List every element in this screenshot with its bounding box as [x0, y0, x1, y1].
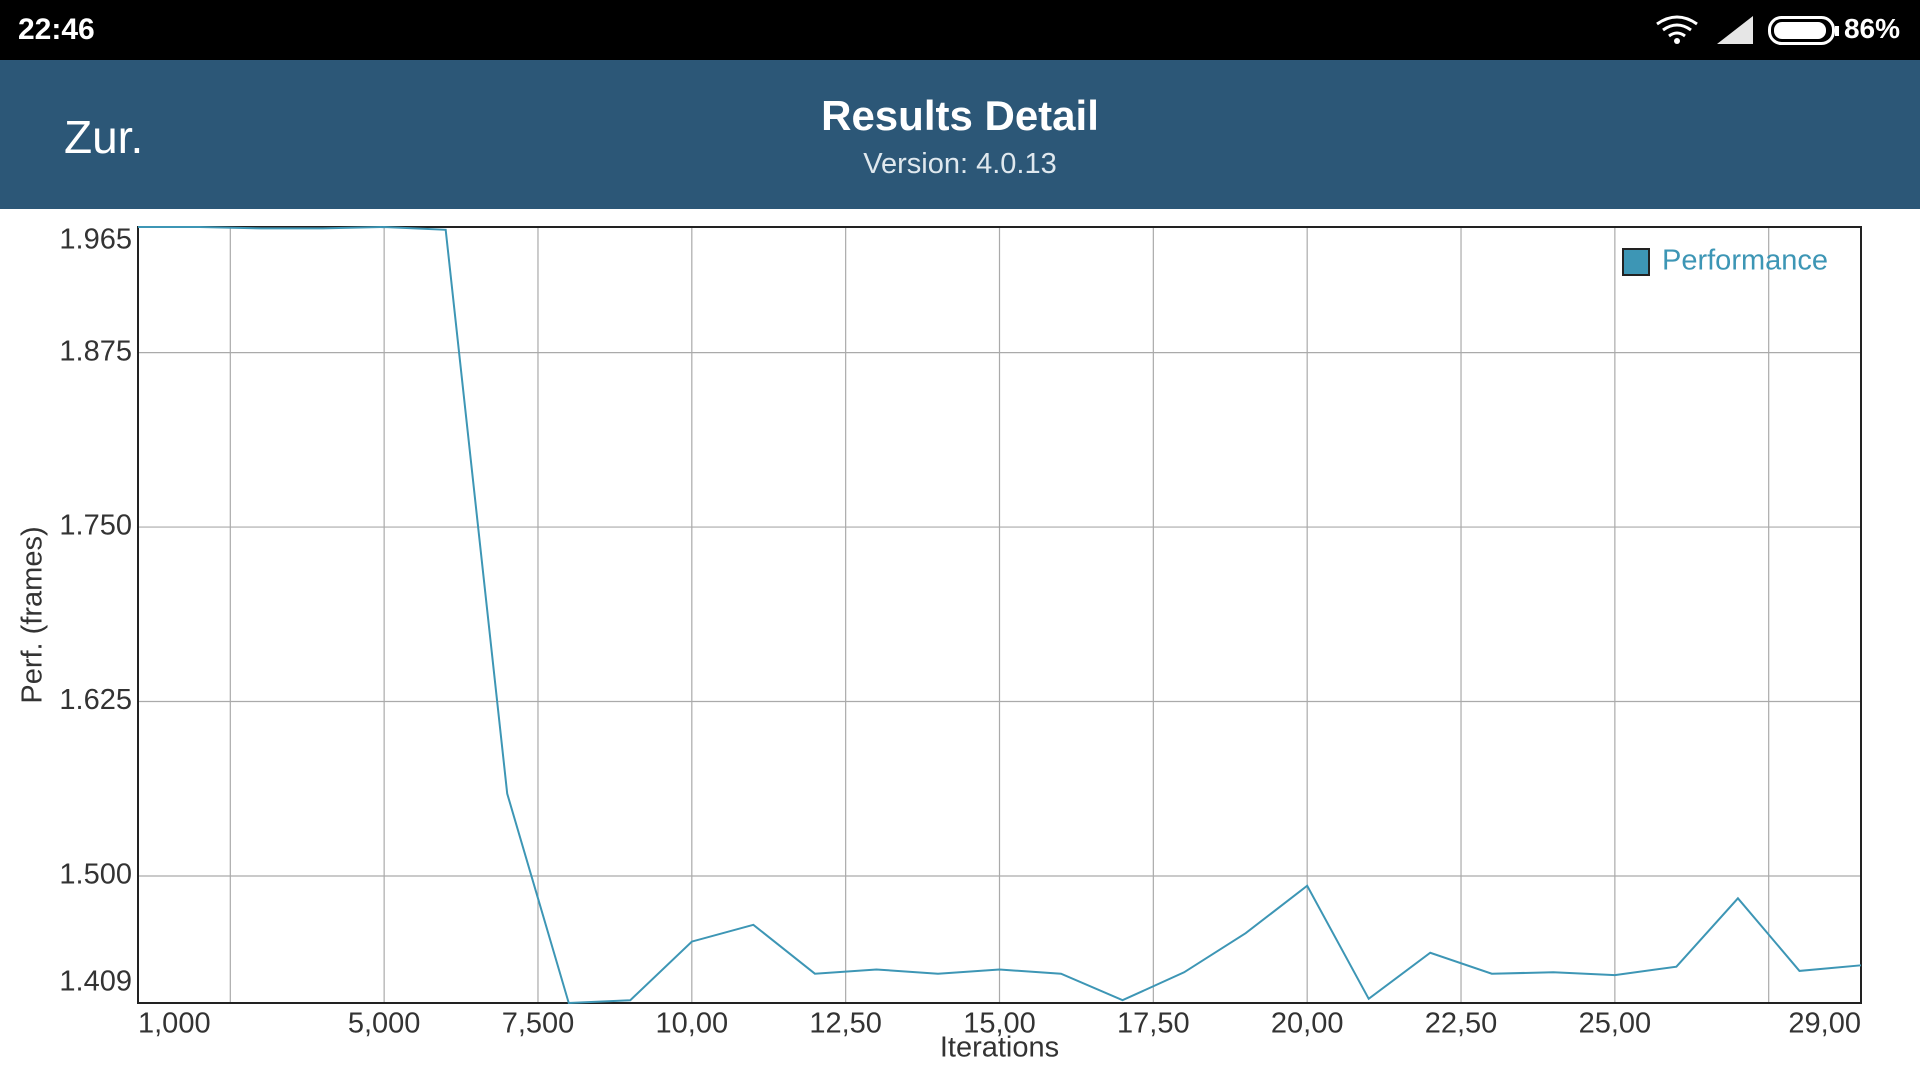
- x-tick-label: 1,000: [138, 1008, 211, 1040]
- x-tick-label: 5,000: [348, 1008, 421, 1040]
- y-tick-label: 1.409: [59, 966, 132, 998]
- x-tick-label: 22,50: [1425, 1008, 1498, 1040]
- status-icons: [1656, 15, 1753, 44]
- x-tick-label: 20,00: [1271, 1008, 1344, 1040]
- status-bar: 22:46 86%: [0, 0, 1920, 60]
- legend-swatch: [1622, 248, 1650, 276]
- legend-label: Performance: [1662, 245, 1828, 277]
- x-tick-label: 29,00: [1788, 1008, 1861, 1040]
- x-axis-label: Iterations: [940, 1032, 1059, 1064]
- y-tick-label: 1.965: [59, 224, 132, 256]
- y-tick-label: 1.875: [59, 335, 132, 367]
- y-tick-label: 1.625: [59, 684, 132, 716]
- battery-icon: [1768, 16, 1839, 45]
- chart: 1.409 1.500 1.625 1.750 1.875 1.965 1,000 5,000…: [17, 224, 1862, 1064]
- page-title: Results Detail: [821, 92, 1099, 139]
- x-tick-label: 10,00: [656, 1008, 729, 1040]
- data-line: [138, 225, 1862, 1005]
- clock: 22:46: [18, 13, 95, 46]
- app-bar: Zur. Results Detail Version: 4.0.13: [0, 60, 1920, 209]
- y-tick-label: 1.500: [59, 859, 132, 891]
- y-tick-label: 1.750: [59, 510, 132, 542]
- x-tick-label: 17,50: [1117, 1008, 1190, 1040]
- plot-border: [137, 226, 1862, 1004]
- version: Version: 4.0.13: [863, 148, 1057, 180]
- y-axis-label: Perf. (frames): [17, 526, 49, 703]
- x-tick-label: 25,00: [1579, 1008, 1652, 1040]
- battery-level: 86%: [1843, 13, 1900, 44]
- x-tick-label: 12,50: [809, 1008, 882, 1040]
- x-tick-label: 7,500: [502, 1008, 575, 1040]
- x-tick-label: 15,00: [963, 1008, 1036, 1040]
- back-button[interactable]: Zur.: [64, 111, 144, 163]
